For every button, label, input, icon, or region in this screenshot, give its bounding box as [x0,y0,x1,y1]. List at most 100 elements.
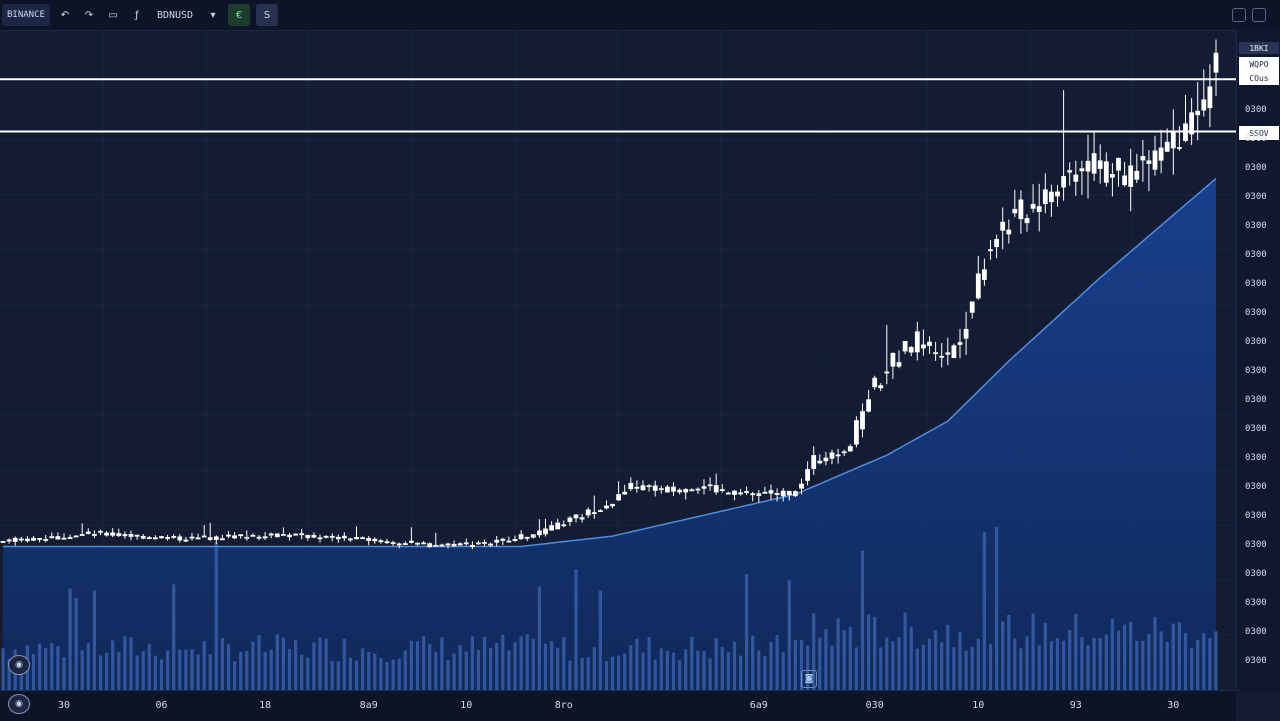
volume-bar [458,645,462,690]
candle-body [866,399,871,412]
candle-body [506,540,512,543]
volume-bar [263,651,267,690]
volume-bar [38,643,42,690]
candle-body [884,371,890,374]
candle-body [110,532,116,536]
candle-body [153,537,158,540]
time-axis-label: 30 [57,700,71,711]
volume-bar [111,640,115,690]
volume-bar [562,637,566,690]
candle-body [402,543,408,545]
horizontal-levels[interactable] [0,78,1236,133]
candle-body [750,493,756,496]
candle-body [220,538,225,541]
time-axis[interactable]: 30 06 18 8a9 10 8ro 6a9 030 10 93 30 [0,690,1236,721]
candle-body [604,505,609,509]
volume-bar [275,634,279,690]
candle-body [512,539,518,541]
volume-bar [245,651,249,690]
candle-body [598,510,603,512]
price-axis-label: 0300 [1245,627,1267,637]
candle-body [860,411,865,430]
candle-body [213,536,219,540]
candle-body [1061,176,1066,188]
candle-body [665,486,670,493]
volume-bar [647,637,651,690]
price-tag-top: 1BKI [1239,42,1279,54]
volume-bar [1177,622,1181,690]
volume-bar [1098,637,1102,690]
volume-bar [141,650,145,690]
candle-body [1030,203,1036,209]
volume-bar [428,644,432,690]
volume-bar [172,584,176,690]
candle-body [61,537,67,540]
volume-bar [726,652,730,690]
volume-bar [696,650,700,690]
volume-bar [257,635,261,690]
volume-bar [519,636,523,690]
price-tag-upper: WQPO [1239,57,1279,71]
volume-bar [1037,645,1041,690]
camera-icon[interactable]: ▭ [108,9,118,21]
volume-bar [495,643,499,690]
maximize-icon[interactable] [1252,8,1266,22]
volume-bar [105,652,109,690]
volume-bar [995,526,999,690]
candle-body [579,517,585,520]
candle-body [518,534,524,540]
minimize-icon[interactable] [1232,8,1246,22]
volume-bar [970,646,974,690]
volume-bar [556,647,560,690]
symbol-search-button[interactable]: BINANCE [2,4,50,26]
settings-toggle-icon[interactable]: ◉ [8,694,30,714]
volume-bar [348,657,352,690]
candle-body [415,542,420,545]
candle-body [0,541,6,543]
volume-bar [1086,645,1090,690]
volume-bar [617,655,621,690]
candle-body [854,420,859,445]
candle-body [628,482,634,490]
volume-bar [281,637,285,690]
volume-bar [208,654,212,690]
price-axis[interactable]: 1BKI WQPO COus SSOV 0300 0300 0300 0300 0300… [1236,30,1280,690]
candle-body [1158,147,1164,161]
volume-bar [598,590,602,690]
candle-body [823,457,829,462]
indicator-icon[interactable]: ƒ [135,9,139,21]
candle-body [396,543,402,546]
candle-body [6,539,12,542]
volume-bar [269,649,273,690]
candle-body [1085,160,1091,172]
candle-body [805,469,810,481]
currency-button[interactable]: € [228,4,251,26]
volume-bar [1165,642,1169,690]
candle-body [689,489,695,492]
time-axis-label: 10 [972,700,985,711]
volume-bar [1147,633,1151,690]
redo-icon[interactable]: ↷ [84,9,94,21]
visibility-toggle-icon[interactable]: ◉ [8,655,30,675]
candle-body [726,492,731,495]
volume-bar [385,662,389,690]
candle-body [1189,112,1194,135]
volume-bar [318,637,322,690]
candle-body [762,491,768,494]
candle-body [537,530,542,536]
undo-icon[interactable]: ↶ [60,9,70,21]
volume-bar [769,641,773,690]
price-chart-canvas[interactable] [0,30,1236,690]
candle-body [43,539,49,541]
chevron-down-icon[interactable]: ▾ [210,9,216,21]
volume-bar [287,648,292,690]
volume-bar [1171,623,1175,690]
compare-button[interactable]: S [256,4,279,26]
volume-bar [1153,616,1157,690]
ticker-label[interactable]: BDNUSD [156,9,194,21]
volume-bar [62,657,66,690]
volume-bar [489,648,493,690]
candle-body [116,533,122,536]
candle-body [1110,174,1115,178]
scroll-to-realtime-icon[interactable]: ◙ [801,670,817,688]
